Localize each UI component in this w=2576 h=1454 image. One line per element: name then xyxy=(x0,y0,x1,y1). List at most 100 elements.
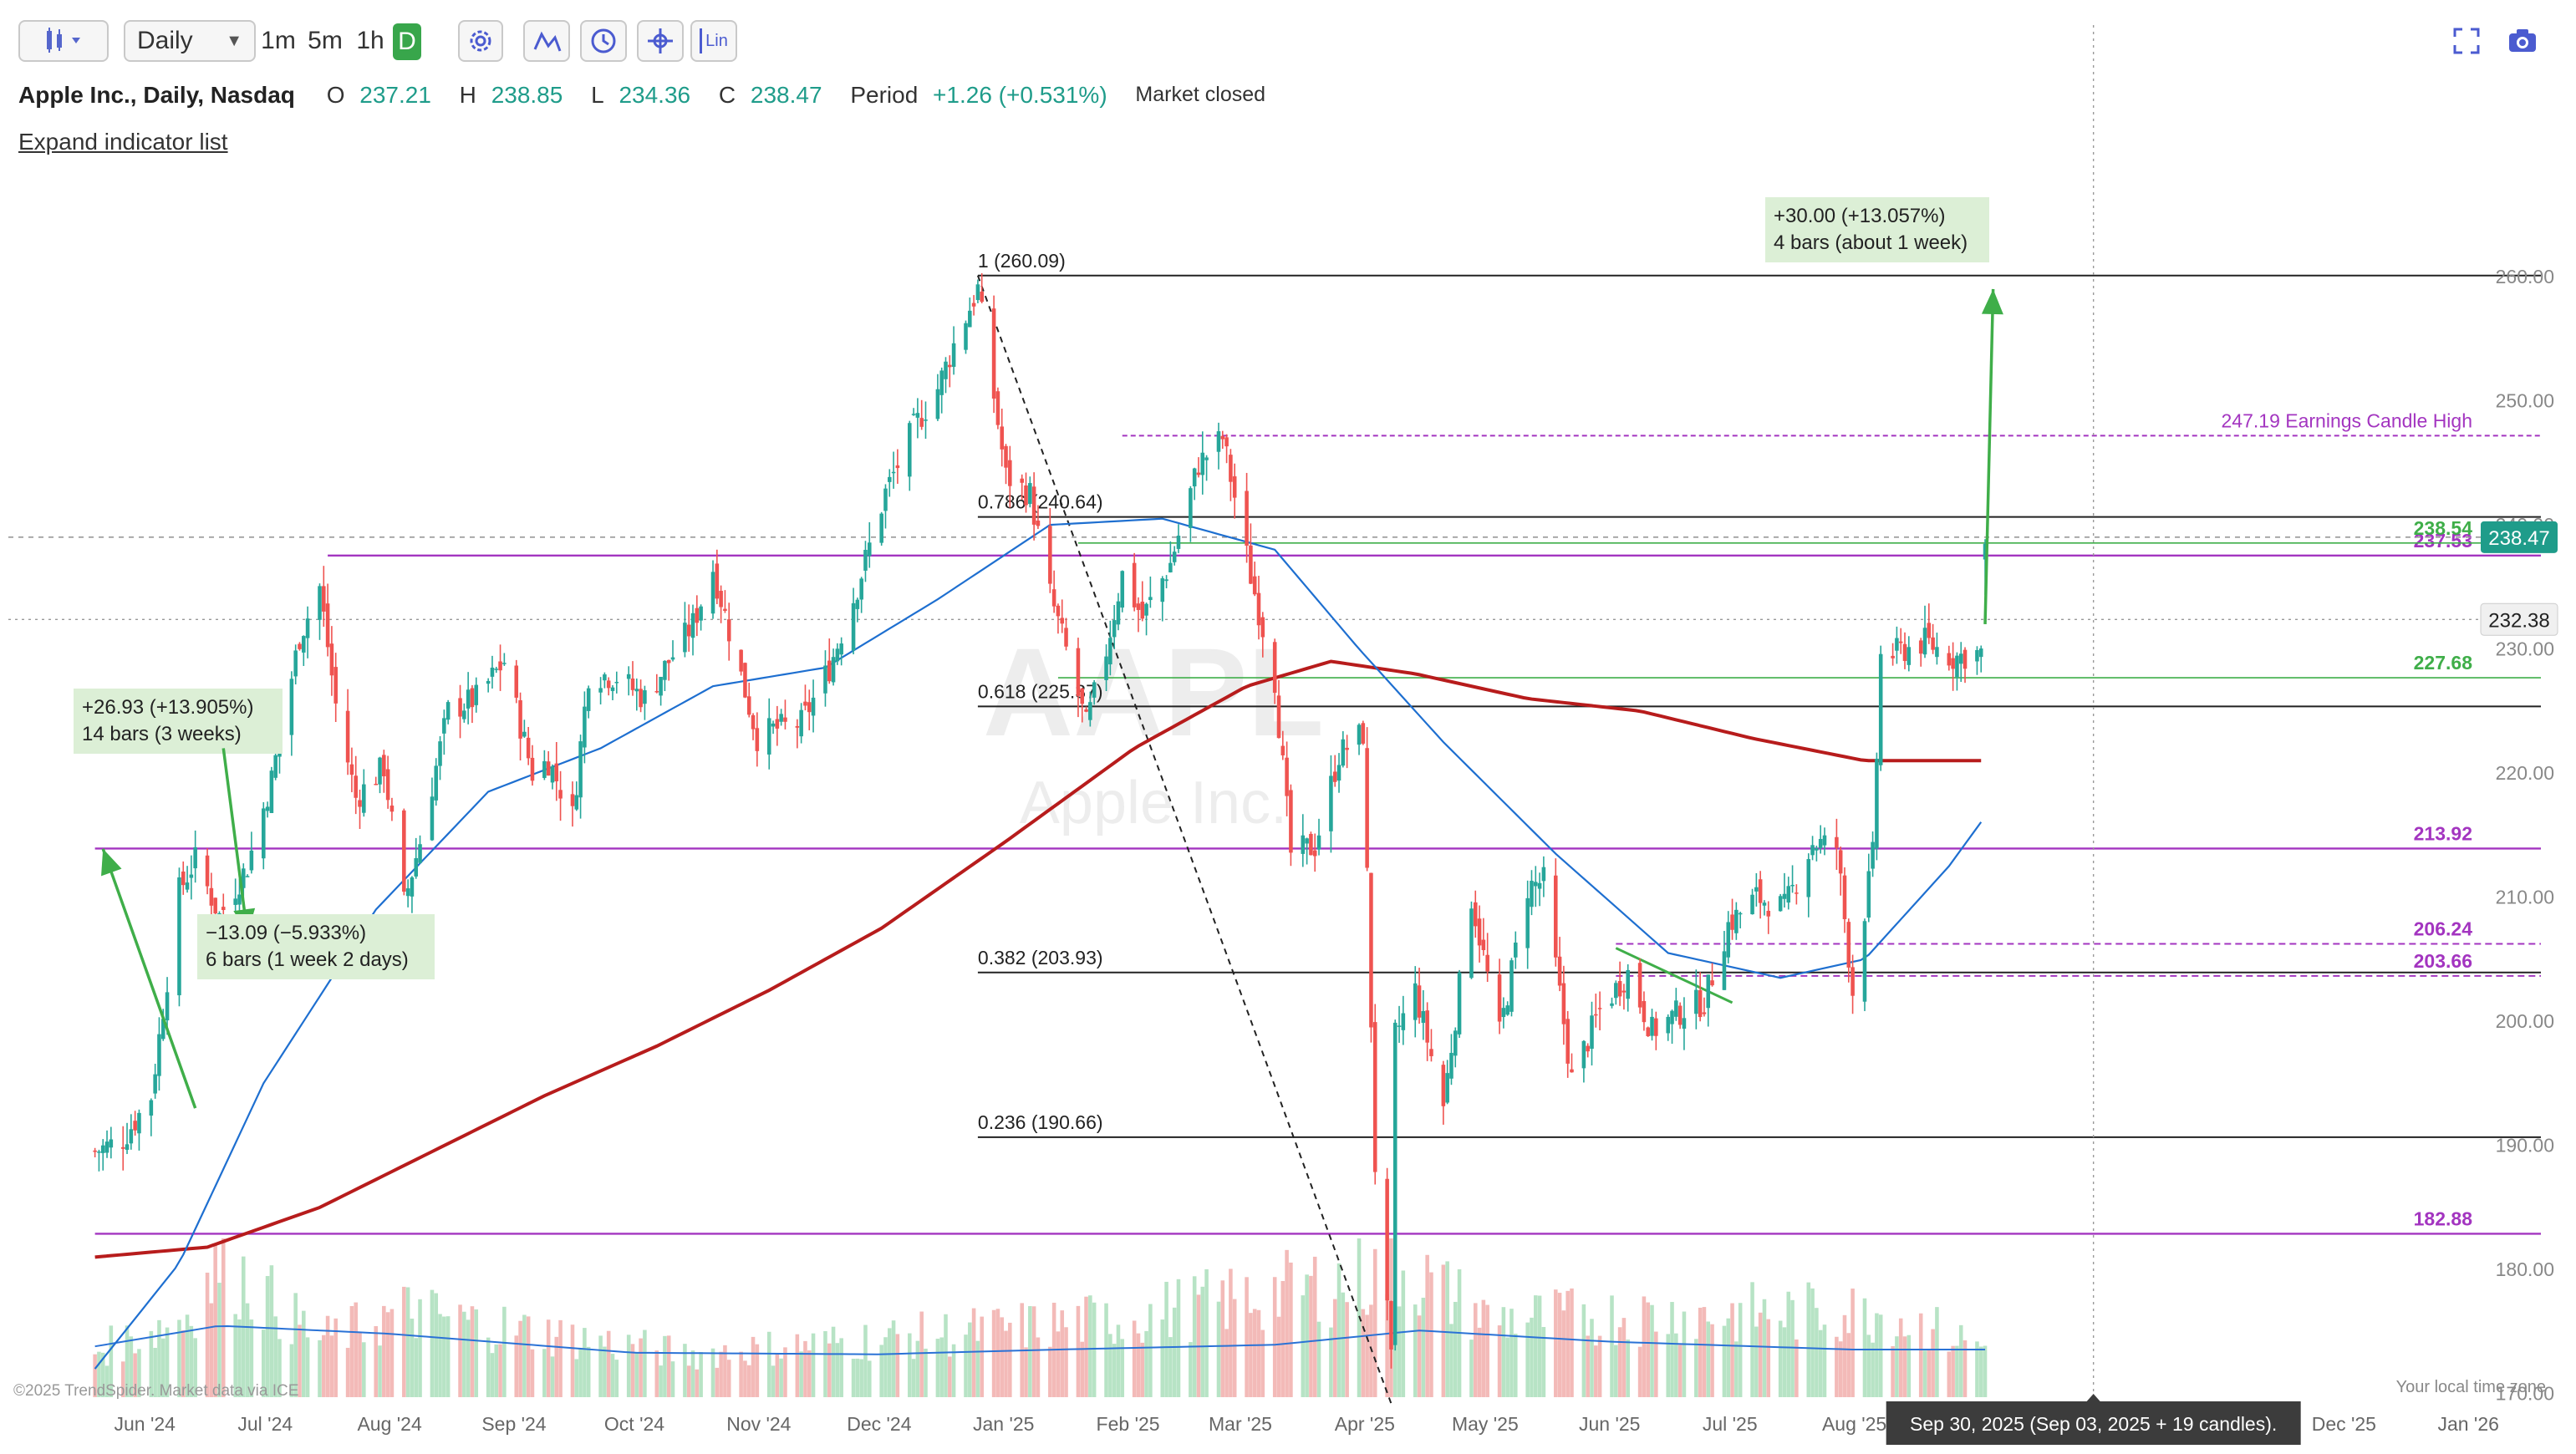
crosshair-price-badge-text: 232.38 xyxy=(2488,609,2549,632)
candle-body xyxy=(277,739,282,757)
candle-body xyxy=(1895,638,1899,651)
volume-bar xyxy=(354,1302,358,1397)
volume-bar xyxy=(1922,1350,1927,1397)
volume-bar xyxy=(1666,1334,1671,1397)
scale-button[interactable]: Lin xyxy=(690,20,737,62)
candle-body xyxy=(1473,902,1478,927)
volume-bar xyxy=(1369,1304,1373,1397)
interval-d[interactable]: D xyxy=(393,23,421,60)
candle-body xyxy=(851,602,856,651)
volume-bar xyxy=(1983,1345,1988,1397)
candle-body xyxy=(995,391,1000,425)
interval-1m[interactable]: 1m xyxy=(261,27,296,54)
candle-body xyxy=(486,680,491,684)
candle-body xyxy=(1795,892,1799,894)
volume-bar xyxy=(1698,1307,1703,1397)
candle-body xyxy=(1978,648,1983,658)
measure-label-box xyxy=(1765,197,1989,262)
candle-body xyxy=(1252,576,1257,595)
volume-bar xyxy=(715,1367,720,1397)
candle-body xyxy=(606,680,611,689)
interval-5m[interactable]: 5m xyxy=(308,27,343,54)
snapshot-button[interactable] xyxy=(2501,20,2544,62)
volume-bar xyxy=(1951,1345,1955,1397)
volume-bar xyxy=(578,1347,583,1397)
volume-bar xyxy=(514,1335,519,1397)
candle-body xyxy=(1818,838,1823,848)
volume-bar xyxy=(1008,1322,1012,1397)
replay-button[interactable] xyxy=(580,20,627,62)
volume-bar xyxy=(1036,1337,1041,1397)
volume-bar xyxy=(1392,1245,1397,1397)
volume-bar xyxy=(1473,1303,1478,1397)
candle-body xyxy=(1597,1008,1602,1009)
volume-bar xyxy=(1626,1340,1630,1397)
volume-bar xyxy=(1505,1337,1509,1397)
volume-bar xyxy=(1862,1298,1867,1397)
candle-body xyxy=(213,897,217,914)
interval-select[interactable]: Daily ▼ xyxy=(124,20,256,62)
volume-bar xyxy=(193,1338,197,1397)
expand-indicator-list-link[interactable]: Expand indicator list xyxy=(18,129,228,155)
volume-bar xyxy=(1871,1342,1875,1397)
indicators-button[interactable] xyxy=(523,20,570,62)
volume-bar xyxy=(125,1325,130,1397)
volume-bar xyxy=(888,1328,892,1397)
candle-body xyxy=(298,643,302,649)
candle-body xyxy=(1561,983,1566,1024)
volume-bar xyxy=(1561,1310,1566,1397)
candle-body xyxy=(1272,642,1277,694)
volume-bar xyxy=(120,1361,125,1397)
measure-arrow-line xyxy=(101,848,197,1109)
volume-bar xyxy=(97,1351,101,1397)
level-label: 227.68 xyxy=(2414,652,2473,674)
volume-bar xyxy=(1670,1302,1674,1397)
volume-bar xyxy=(1140,1342,1145,1397)
volume-bar xyxy=(1092,1302,1097,1397)
volume-bar xyxy=(133,1353,137,1397)
candle-body xyxy=(325,603,330,648)
volume-bar xyxy=(915,1340,920,1397)
candle-body xyxy=(1666,1016,1671,1034)
candle-body xyxy=(1918,640,1923,654)
interval-1h[interactable]: 1h xyxy=(356,27,384,54)
volume-bar xyxy=(458,1304,462,1397)
volume-ma-line xyxy=(94,1324,1986,1355)
candle-body xyxy=(1280,745,1285,755)
candle-body xyxy=(329,643,334,676)
volume-bar xyxy=(1806,1282,1811,1397)
volume-bar xyxy=(1132,1320,1137,1397)
candle-body xyxy=(177,877,181,996)
candle-body xyxy=(189,874,194,878)
y-tick-label: 210.00 xyxy=(2496,887,2554,908)
candle-body xyxy=(530,757,535,781)
volume-bar xyxy=(1597,1335,1602,1397)
candle-body xyxy=(908,423,912,477)
fullscreen-button[interactable] xyxy=(2447,20,2486,62)
candle-body xyxy=(888,476,892,482)
candle-body xyxy=(1172,552,1177,562)
volume-bar xyxy=(859,1359,863,1397)
candle-body xyxy=(1441,1065,1446,1106)
candle-body xyxy=(205,855,210,887)
candle-body xyxy=(1136,603,1141,610)
measure-arrow-line xyxy=(1983,288,1995,624)
volume-bar xyxy=(1702,1307,1707,1397)
volume-bar xyxy=(177,1319,181,1397)
volume-bar xyxy=(325,1315,330,1397)
candle-body xyxy=(1537,882,1542,889)
candle-body xyxy=(751,714,756,730)
settings-button[interactable] xyxy=(458,20,503,62)
volume-bar xyxy=(241,1256,246,1397)
crosshair-button[interactable] xyxy=(637,20,684,62)
volume-bar xyxy=(245,1303,250,1397)
candle-body xyxy=(1554,875,1558,958)
candle-body xyxy=(1871,841,1875,869)
candle-body xyxy=(1758,879,1763,903)
y-tick-label: 240.00 xyxy=(2496,514,2554,536)
candle-body xyxy=(1144,603,1148,616)
candle-body xyxy=(1224,437,1229,447)
volume-bar xyxy=(1056,1331,1061,1397)
chart-type-button[interactable] xyxy=(18,20,109,62)
